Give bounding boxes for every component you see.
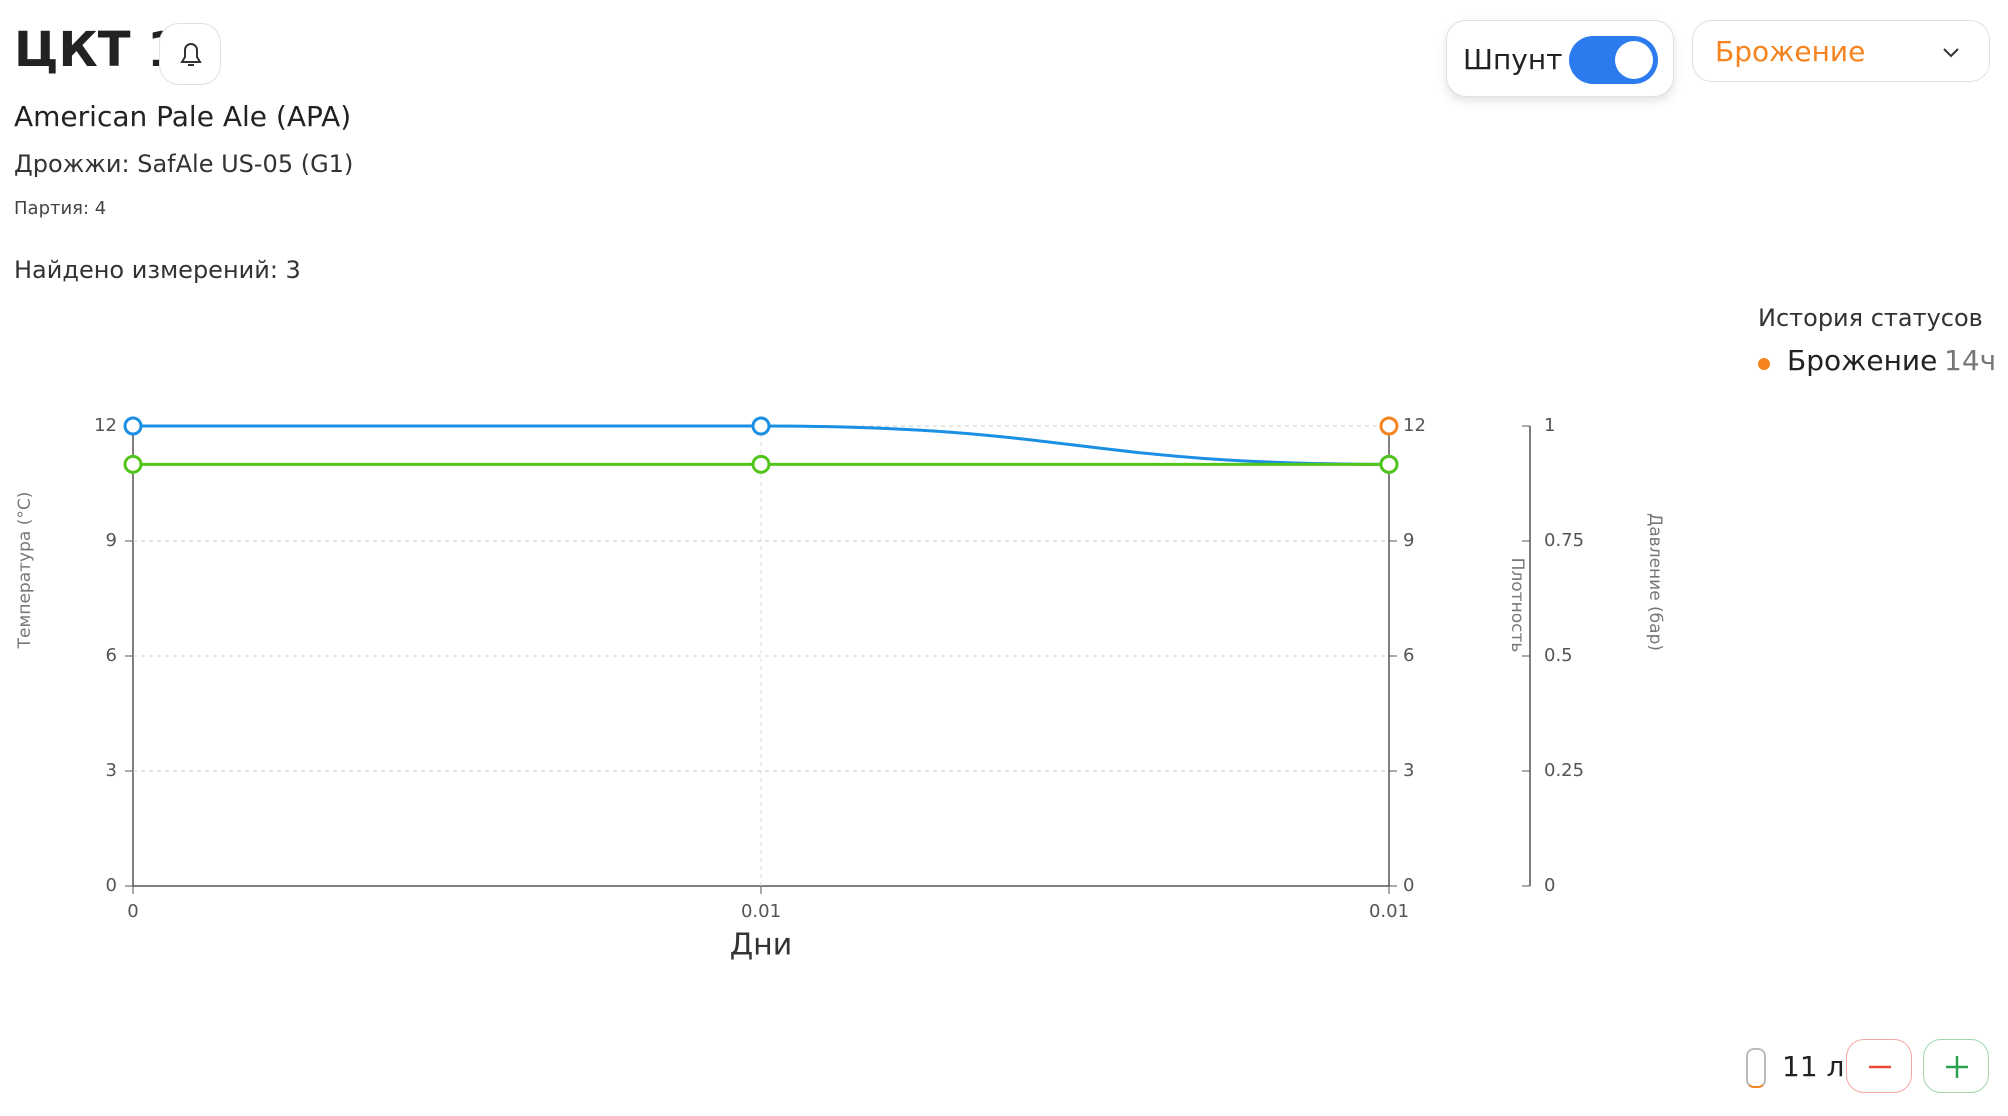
status-duration: 14ч bbox=[1944, 344, 1997, 377]
minus-button[interactable] bbox=[1846, 1039, 1912, 1093]
toggle-label: Шпунт bbox=[1463, 43, 1563, 76]
x-tick-label: 0.01 bbox=[1369, 901, 1409, 922]
batch: Партия: 4 bbox=[14, 198, 107, 219]
y3-tick-label: 1 bbox=[1544, 415, 1555, 436]
volume: 11 л bbox=[1782, 1050, 1845, 1083]
y3-tick-label: 0.5 bbox=[1544, 645, 1573, 666]
y2-tick-label: 0 bbox=[1403, 875, 1414, 896]
y-tick-label: 0 bbox=[106, 875, 117, 896]
status-select-value: Брожение bbox=[1715, 35, 1866, 68]
data-point bbox=[1379, 416, 1399, 436]
y3-tick-label: 0.25 bbox=[1544, 760, 1584, 781]
y-axis-label: Температура (°C) bbox=[15, 492, 35, 650]
y2-tick-label: 6 bbox=[1403, 645, 1414, 666]
measurements-count: Найдено измерений: 3 bbox=[14, 256, 301, 284]
data-point bbox=[751, 454, 771, 474]
y3-tick-label: 0 bbox=[1544, 875, 1555, 896]
plus-icon bbox=[1946, 1056, 1968, 1078]
chevron bbox=[1943, 48, 1959, 58]
toggle-knob bbox=[1615, 41, 1653, 79]
y-tick-label: 12 bbox=[94, 415, 117, 436]
plus-button[interactable] bbox=[1923, 1039, 1989, 1093]
vial-icon bbox=[1746, 1048, 1766, 1088]
toggle-switch[interactable] bbox=[1569, 36, 1658, 84]
y2-axis-label: Плотность bbox=[1507, 558, 1527, 653]
x-axis-label: Дни bbox=[730, 928, 793, 963]
data-point bbox=[751, 416, 771, 436]
data-point bbox=[123, 454, 143, 474]
y3-tick-label: 0.75 bbox=[1544, 530, 1584, 551]
status-history-title: История статусов bbox=[1758, 304, 1983, 332]
y-tick-label: 3 bbox=[106, 760, 117, 781]
yeast: Дрожжи: SafAle US-05 (G1) bbox=[14, 150, 354, 178]
y2-tick-label: 3 bbox=[1403, 760, 1414, 781]
y2-tick-label: 9 bbox=[1403, 530, 1414, 551]
bell-button[interactable] bbox=[159, 23, 221, 85]
tank-title: ЦКТ 1 bbox=[14, 22, 181, 78]
beer-name: American Pale Ale (APA) bbox=[14, 100, 352, 133]
y-tick-label: 6 bbox=[106, 645, 117, 666]
status-select[interactable]: Брожение bbox=[1692, 20, 1990, 82]
chart: 0 3 6 9 12 0 3 6 9 12 0 0.25 0.5 0.75 1 0 0.01 0.01 Дни Тем… bbox=[15, 415, 1665, 963]
data-point bbox=[1379, 454, 1399, 474]
x-tick-label: 0.01 bbox=[741, 901, 781, 922]
status-dot bbox=[1758, 358, 1770, 370]
minus-icon bbox=[1869, 1065, 1891, 1069]
x-tick-label: 0 bbox=[127, 901, 138, 922]
y-tick-label: 9 bbox=[106, 530, 117, 551]
data-point bbox=[123, 416, 143, 436]
status-name: Брожение bbox=[1787, 344, 1938, 377]
y2-tick-label: 12 bbox=[1403, 415, 1426, 436]
toggle-card: Шпунт bbox=[1446, 20, 1674, 97]
y3-axis-label: Давление (бар) bbox=[1645, 513, 1665, 651]
bell-icon bbox=[180, 43, 202, 66]
